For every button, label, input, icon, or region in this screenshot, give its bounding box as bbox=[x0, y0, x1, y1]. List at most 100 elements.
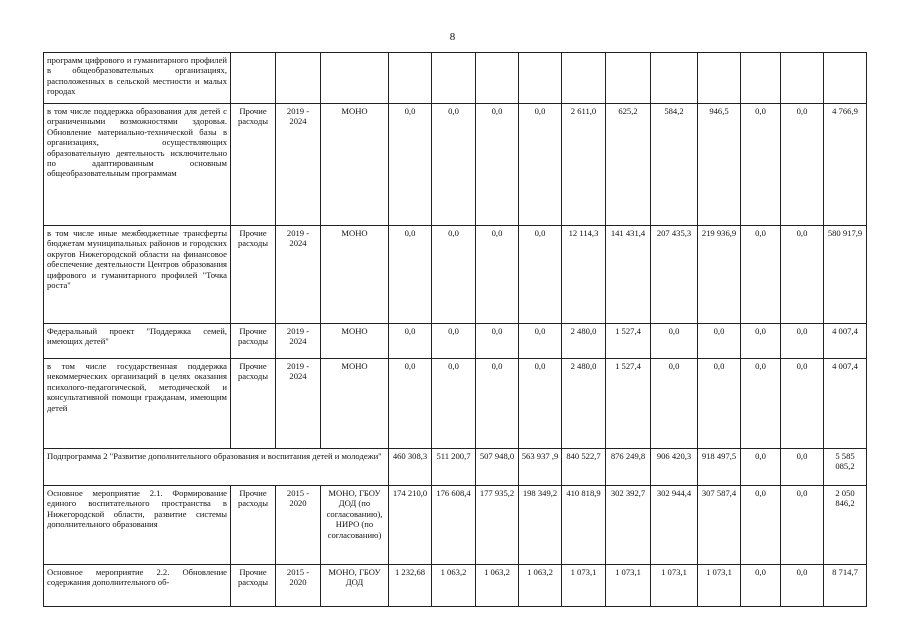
amount-cell: 1 063,2 bbox=[431, 564, 476, 607]
amount-cell: 207 435,3 bbox=[650, 225, 698, 324]
amount-cell: 302 944,4 bbox=[650, 485, 698, 565]
amount-cell: 0,0 bbox=[780, 448, 824, 486]
table-row: Подпрограмма 2 "Развитие дополнительного… bbox=[43, 448, 867, 486]
amount-cell: 0,0 bbox=[740, 358, 781, 449]
amount-cell: 906 420,3 bbox=[650, 448, 698, 486]
amount-cell: 0,0 bbox=[518, 103, 562, 226]
amount-cell: 5 585 085,2 bbox=[823, 448, 867, 486]
amount-cell: 141 431,4 bbox=[605, 225, 651, 324]
amount-cell: 0,0 bbox=[475, 103, 519, 226]
amount-cell bbox=[431, 52, 476, 104]
amount-cell: 0,0 bbox=[780, 103, 824, 226]
amount-cell: 1 527,4 bbox=[605, 358, 651, 449]
table-row: программ цифрового и гуманитарного профи… bbox=[43, 52, 867, 104]
expense-type: Прочие расходы bbox=[230, 358, 276, 449]
amount-cell: 625,2 bbox=[605, 103, 651, 226]
amount-cell: 2 480,0 bbox=[561, 323, 606, 359]
period: 2019 - 2024 bbox=[275, 358, 321, 449]
amount-cell: 0,0 bbox=[650, 323, 698, 359]
amount-cell: 1 527,4 bbox=[605, 323, 651, 359]
amount-cell: 0,0 bbox=[740, 103, 781, 226]
page-number: 8 bbox=[449, 31, 456, 43]
period bbox=[275, 52, 321, 104]
amount-cell: 2 611,0 bbox=[561, 103, 606, 226]
row-description: в том числе поддержка образования для де… bbox=[43, 103, 231, 226]
amount-cell bbox=[650, 52, 698, 104]
amount-cell: 0,0 bbox=[518, 323, 562, 359]
expense-type: Прочие расходы bbox=[230, 564, 276, 607]
amount-cell: 2 480,0 bbox=[561, 358, 606, 449]
row-description: в том числе иные межбюджетные трансферты… bbox=[43, 225, 231, 324]
amount-cell bbox=[388, 52, 432, 104]
amount-cell: 410 818,9 bbox=[561, 485, 606, 565]
amount-cell: 0,0 bbox=[650, 358, 698, 449]
amount-cell: 0,0 bbox=[431, 323, 476, 359]
amount-cell bbox=[697, 52, 741, 104]
amount-cell: 0,0 bbox=[388, 103, 432, 226]
amount-cell: 4 007,4 bbox=[823, 358, 867, 449]
amount-cell: 0,0 bbox=[431, 225, 476, 324]
amount-cell: 0,0 bbox=[740, 323, 781, 359]
executor: МОНО, ГБОУ ДОД (по согласованию), НИРО (… bbox=[320, 485, 389, 565]
amount-cell bbox=[475, 52, 519, 104]
amount-cell: 4 766,9 bbox=[823, 103, 867, 226]
amount-cell: 1 063,2 bbox=[475, 564, 519, 607]
executor: МОНО bbox=[320, 225, 389, 324]
executor: МОНО, ГБОУ ДОД bbox=[320, 564, 389, 607]
amount-cell: 0,0 bbox=[780, 485, 824, 565]
expense-type: Прочие расходы bbox=[230, 225, 276, 324]
amount-cell: 198 349,2 bbox=[518, 485, 562, 565]
amount-cell: 0,0 bbox=[780, 358, 824, 449]
amount-cell: 0,0 bbox=[518, 358, 562, 449]
expense-type: Прочие расходы bbox=[230, 323, 276, 359]
amount-cell: 1 073,1 bbox=[561, 564, 606, 607]
amount-cell: 0,0 bbox=[697, 358, 741, 449]
budget-table: программ цифрового и гуманитарного профи… bbox=[43, 52, 867, 607]
amount-cell: 2 050 846,2 bbox=[823, 485, 867, 565]
amount-cell: 0,0 bbox=[740, 564, 781, 607]
amount-cell: 0,0 bbox=[388, 358, 432, 449]
amount-cell: 177 935,2 bbox=[475, 485, 519, 565]
executor: МОНО bbox=[320, 358, 389, 449]
executor bbox=[320, 52, 389, 104]
period: 2015 - 2020 bbox=[275, 564, 321, 607]
table-row: Федеральный проект "Поддержка семей, име… bbox=[43, 323, 867, 359]
amount-cell: 0,0 bbox=[475, 323, 519, 359]
amount-cell bbox=[561, 52, 606, 104]
table-row: Основное мероприятие 2.2. Обновление сод… bbox=[43, 564, 867, 607]
amount-cell: 1 232,68 bbox=[388, 564, 432, 607]
amount-cell: 219 936,9 bbox=[697, 225, 741, 324]
amount-cell: 507 948,0 bbox=[475, 448, 519, 486]
expense-type: Прочие расходы bbox=[230, 103, 276, 226]
table-row: в том числе поддержка образования для де… bbox=[43, 103, 867, 226]
amount-cell bbox=[740, 52, 781, 104]
period: 2015 - 2020 bbox=[275, 485, 321, 565]
amount-cell: 511 200,7 bbox=[431, 448, 476, 486]
amount-cell: 563 937 ,9 bbox=[518, 448, 562, 486]
amount-cell: 0,0 bbox=[431, 358, 476, 449]
amount-cell: 1 073,1 bbox=[650, 564, 698, 607]
amount-cell: 0,0 bbox=[780, 564, 824, 607]
amount-cell: 0,0 bbox=[740, 225, 781, 324]
period: 2019 - 2024 bbox=[275, 323, 321, 359]
period: 2019 - 2024 bbox=[275, 103, 321, 226]
amount-cell: 918 497,5 bbox=[697, 448, 741, 486]
amount-cell: 0,0 bbox=[475, 225, 519, 324]
amount-cell: 0,0 bbox=[697, 323, 741, 359]
amount-cell: 1 063,2 bbox=[518, 564, 562, 607]
amount-cell: 174 210,0 bbox=[388, 485, 432, 565]
amount-cell: 580 917,9 bbox=[823, 225, 867, 324]
amount-cell: 0,0 bbox=[388, 323, 432, 359]
amount-cell: 0,0 bbox=[740, 485, 781, 565]
amount-cell: 0,0 bbox=[431, 103, 476, 226]
executor: МОНО bbox=[320, 323, 389, 359]
executor: МОНО bbox=[320, 103, 389, 226]
period: 2019 - 2024 bbox=[275, 225, 321, 324]
row-description: Основное мероприятие 2.1. Формирование е… bbox=[43, 485, 231, 565]
amount-cell: 8 714,7 bbox=[823, 564, 867, 607]
row-description: в том числе государственная поддержка не… bbox=[43, 358, 231, 449]
amount-cell: 0,0 bbox=[388, 225, 432, 324]
amount-cell: 460 308,3 bbox=[388, 448, 432, 486]
table-row: в том числе государственная поддержка не… bbox=[43, 358, 867, 449]
amount-cell: 876 249,8 bbox=[605, 448, 651, 486]
